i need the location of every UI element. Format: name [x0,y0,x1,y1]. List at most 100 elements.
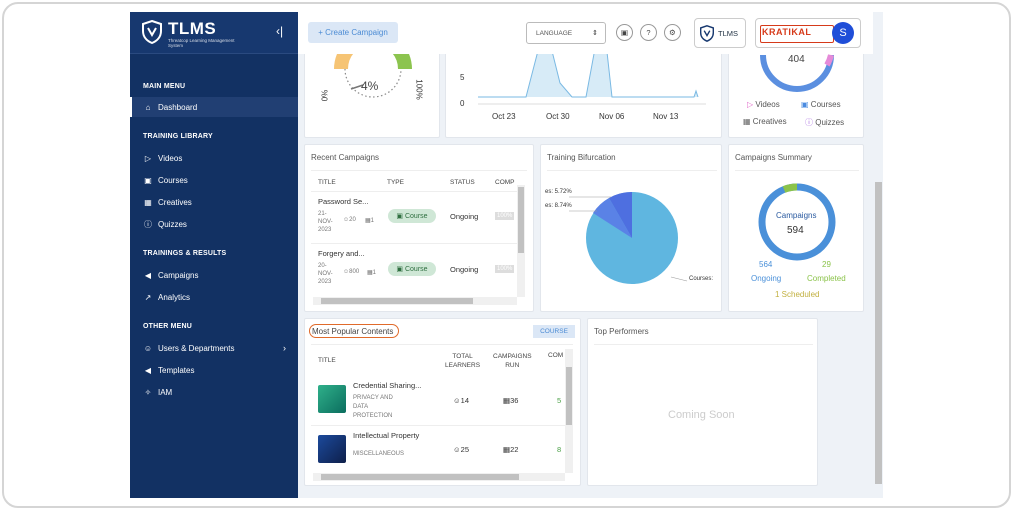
sidebar-item-label: Creatives [158,197,192,207]
gauge-max-label: 100% [414,79,424,100]
card-title: Recent Campaigns [311,153,380,162]
pie-label: es: 8.74% [545,203,572,209]
section-trainings-results: TRAININGS & RESULTS [143,250,227,257]
help-icon[interactable]: ? [640,24,657,41]
avatar[interactable]: S [832,22,854,44]
sidebar-item-dashboard[interactable]: ⌂ Dashboard [130,97,298,117]
sidebar-item-label: Analytics [158,292,191,302]
tlms-switcher[interactable]: TLMS [694,18,746,48]
sidebar-item-label: Videos [158,153,183,163]
x-tick: Nov 13 [653,112,679,121]
main-content: 4% 0% 100% 5 0 Oct 23 Oct 30 Nov 06 Nov … [298,12,883,498]
col-title: TITLE [318,357,336,364]
content-category: MISCELLANEOUS [353,451,405,457]
x-tick: Oct 30 [546,112,570,121]
home-icon: ⌂ [145,102,151,112]
org-profile[interactable]: KRATIKAL S [755,18,861,48]
completion-value: 100% [495,212,515,220]
page-scrollbar[interactable] [873,12,883,498]
video-icon: ▷ [747,100,754,109]
sidebar-item-templates[interactable]: ◀ Templates [130,360,298,380]
brand-header: TLMS Threatcop Learning Management Syste… [130,12,298,54]
gauge-min-label: 0% [320,89,330,102]
learners-count-value: 14 [460,396,470,405]
campaign-name[interactable]: Password Se... [318,197,369,206]
users-count: ☺800 [343,269,360,275]
language-select[interactable]: LANGUAGE ⇕ [526,22,606,44]
ongoing-label: Ongoing [751,274,782,283]
y-tick-0: 0 [460,99,465,108]
page-scrollbar-thumb[interactable] [875,182,882,484]
gauge-needle [350,84,364,90]
book-icon[interactable]: ▣ [616,24,633,41]
modules-count-value: 1 [372,270,377,276]
tlms-app: TLMS Threatcop Learning Management Syste… [130,12,883,498]
y-tick-5: 5 [460,73,465,82]
megaphone-icon: ◀ [144,365,152,375]
bifurcation-pie [569,191,688,284]
sidebar-item-campaigns[interactable]: ◀ Campaigns [130,265,298,285]
modules-count: ▦1 [365,218,375,224]
card-title: Campaigns Summary [735,153,812,162]
col-comp: COMP [495,179,515,186]
sidebar-item-videos[interactable]: ▷ Videos [130,148,298,168]
campaign-date: 20- NOV- 2023 [318,263,333,285]
comp-value: 5 [557,396,562,405]
content-thumbnail [318,385,346,413]
library-total: 404 [788,54,805,65]
donut-ongoing [758,183,836,261]
vertical-scrollbar[interactable] [565,349,573,473]
horizontal-scrollbar[interactable] [313,297,517,305]
donut-completed [782,183,798,193]
sidebar-item-users-departments[interactable]: ☺ Users & Departments › [130,338,298,358]
users-count-value: 800 [349,269,360,275]
image-icon: ▦ [144,197,152,207]
content-name[interactable]: Intellectual Property [353,431,420,440]
vertical-scrollbar[interactable] [517,185,525,297]
section-main-menu: MAIN MENU [143,83,186,90]
gear-icon[interactable]: ⚙ [664,24,681,41]
modules-count-value: 1 [370,218,375,224]
type-chip: ▣ Course [388,209,436,223]
type-chip-label: Course [404,265,428,273]
horizontal-scrollbar[interactable] [313,473,565,481]
donut-center-value: 594 [787,225,804,236]
col-campaigns-run: CAMPAIGNS RUN [493,353,532,369]
language-select-value: LANGUAGE [536,29,573,37]
campaigns-donut [758,183,836,261]
completed-label: Completed [807,274,846,283]
donut-center-label: Campaigns [776,211,817,220]
gauge-chart [334,53,412,98]
completion-gauge-card: 4% 0% 100% [304,52,440,138]
collapse-icon[interactable]: ‹| [276,24,284,38]
key-icon: ✧ [144,387,152,397]
pie-label: es: 5.72% [545,189,572,195]
user-icon: ☺ [453,445,461,454]
library-donut [760,54,834,92]
book-icon: ▣ [396,213,405,220]
content-name[interactable]: Credential Sharing... [353,381,422,390]
title-highlight [309,324,399,338]
campaign-name[interactable]: Forgery and... [318,249,365,258]
sidebar-item-courses[interactable]: ▣ Courses [130,170,298,190]
line-chart [478,53,706,105]
org-logo: KRATIKAL [759,25,835,43]
type-chip: ▣ Course [388,262,436,276]
course-filter-button[interactable]: COURSE [533,325,575,338]
sidebar-item-creatives[interactable]: ▦ Creatives [130,192,298,212]
training-bifurcation-card: Training Bifurcation es: 5.72% es: 8.74%… [540,144,722,312]
status-text: Ongoing [450,212,479,221]
tlms-label: TLMS [718,28,739,38]
brand-name: TLMS [168,19,217,38]
sidebar-item-label: Users & Departments [158,343,235,353]
sidebar-item-label: Campaigns [158,270,199,280]
modules-count: ▦1 [367,270,377,276]
sidebar-item-quizzes[interactable]: ⓘ Quizzes [130,214,298,234]
section-other-menu: OTHER MENU [143,323,193,330]
legend-label: Videos [755,100,780,109]
sidebar-item-analytics[interactable]: ↗ Analytics [130,287,298,307]
legend-label: Quizzes [815,118,845,127]
col-title: TITLE [318,179,336,186]
create-campaign-button[interactable]: + Create Campaign [308,22,398,43]
sidebar-item-iam[interactable]: ✧ IAM [130,382,298,402]
